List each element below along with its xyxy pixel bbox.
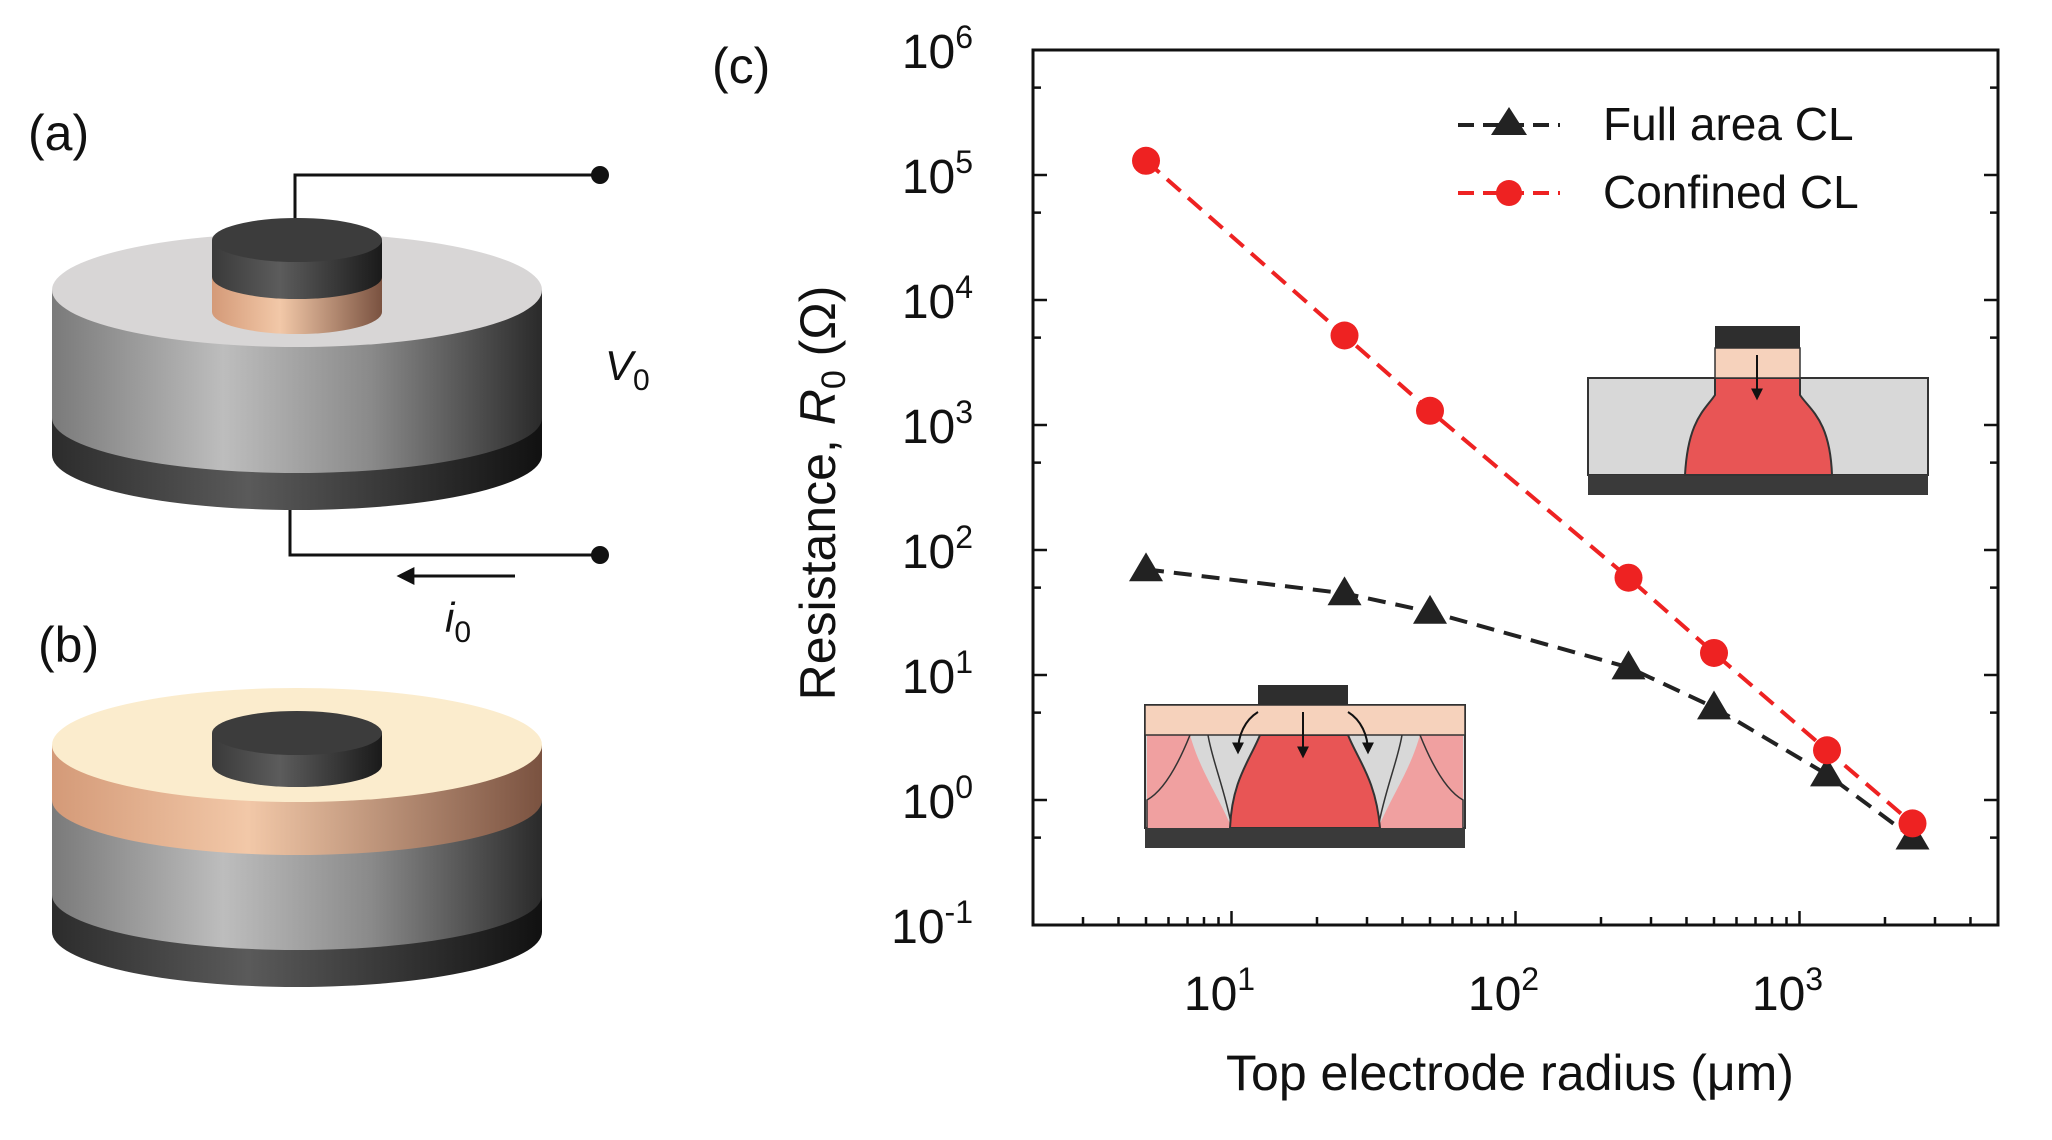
x-tick-label: 103 [1752, 961, 1823, 1021]
data-point-full-area [1810, 757, 1845, 787]
y-tick-label: 106 [902, 19, 973, 79]
panel-b-label: (b) [38, 617, 99, 673]
data-point-confined [1416, 396, 1445, 425]
inset-full-spread-right [1378, 735, 1463, 828]
data-point-full-area [1611, 650, 1646, 680]
panel-c-label: (c) [712, 38, 770, 94]
panel-a-label: (a) [28, 105, 89, 161]
legend: Full area CL Confined CL [1458, 98, 1859, 218]
top-electrode-b [212, 711, 382, 755]
data-point-confined [1132, 146, 1161, 175]
data-point-full-area [1129, 552, 1164, 582]
data-point-full-area [1413, 594, 1448, 624]
top-electrode [212, 218, 382, 262]
inset-full-electrode [1258, 685, 1348, 705]
data-point-confined [1614, 563, 1643, 592]
inset-full-line-r1 [1419, 734, 1464, 828]
legend-marker-full-area [1491, 107, 1527, 135]
bottom-wire [288, 500, 600, 557]
y-tick-label: 10-1 [891, 894, 973, 954]
legend-label-full-area: Full area CL [1603, 98, 1854, 150]
inset-full-arrow-right [1347, 711, 1374, 755]
inset-fullarea [1144, 685, 1466, 848]
x-tick-label: 101 [1184, 961, 1255, 1021]
inset-full-line-l2 [1207, 734, 1233, 829]
data-point-confined [1700, 638, 1729, 667]
top-terminal [591, 166, 609, 184]
y-axis-title: Resistance, R0 (Ω) [790, 286, 853, 701]
inset-full-contact-layer [1144, 704, 1466, 736]
y-tick-label: 103 [902, 394, 973, 454]
y-tick-label: 105 [902, 144, 973, 204]
data-point-full-area [1697, 690, 1732, 720]
top-wire [293, 173, 600, 225]
x-axis-title: Top electrode radius (μm) [1226, 1045, 1794, 1101]
data-point-full-area [1327, 576, 1362, 606]
plot-area: 101 102 103 10-1 100 101 102 103 104 105 106 [891, 19, 2000, 1021]
y-tick-label: 104 [902, 269, 973, 329]
y-tick-label: 100 [902, 769, 973, 829]
inset-full-line-l1 [1146, 734, 1191, 828]
inset-full-bottom-electrode [1145, 828, 1465, 848]
panel-a: (a) V0 i0 [28, 105, 650, 649]
y-tick-label: 101 [902, 644, 973, 704]
inset-confined [1587, 326, 1929, 495]
y-tick-label: 102 [902, 519, 973, 579]
panel-b: (b) [38, 617, 542, 987]
x-tick-label: 102 [1468, 961, 1539, 1021]
voltage-label: V0 [605, 342, 650, 397]
inset-confined-electrode [1715, 326, 1800, 348]
inset-full-line-r2 [1377, 734, 1403, 829]
data-point-confined [1330, 321, 1359, 350]
current-label: i0 [445, 594, 471, 649]
inset-confined-bottom-electrode [1588, 475, 1928, 495]
data-point-confined [1813, 736, 1842, 765]
legend-label-confined: Confined CL [1603, 166, 1859, 218]
device-b-stack [52, 688, 542, 987]
inset-full-arrow-left [1232, 711, 1259, 755]
bottom-terminal [591, 546, 609, 564]
inset-full-spread-left [1147, 735, 1232, 828]
data-point-confined [1898, 809, 1927, 838]
device-a-stack [52, 218, 542, 510]
legend-marker-confined [1496, 180, 1522, 206]
